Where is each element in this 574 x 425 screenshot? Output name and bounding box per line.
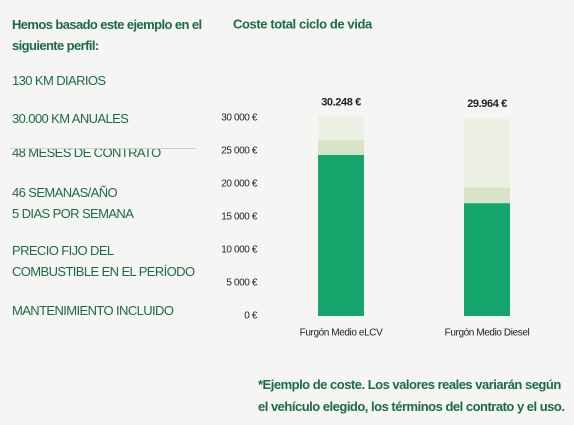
profile: Hemos basado este ejemplo en el siguient… [12, 14, 212, 321]
profile-item: PRECIO FIJO DEL COMBUSTIBLE EN EL PERÍOD… [12, 243, 195, 279]
x-tick-label: Furgón Medio Diesel [445, 328, 530, 339]
profile-title: Hemos basado este ejemplo en el siguient… [12, 17, 202, 53]
bar-segment [318, 116, 364, 140]
bar-segment [464, 203, 510, 316]
profile-item: 5 DIAS POR SEMANA [12, 206, 134, 221]
separator [10, 148, 196, 149]
y-tick-label: 30 000 € [221, 113, 258, 124]
x-tick-label: Furgón Medio eLCV [300, 328, 383, 339]
y-tick-label: 15 000 € [221, 212, 258, 223]
footnote: *Ejemplo de coste. Los valores reales va… [258, 377, 565, 414]
profile-item: MANTENIMIENTO INCLUIDO [12, 303, 174, 318]
y-tick-label: 20 000 € [221, 179, 258, 190]
y-tick-label: 5 000 € [226, 278, 257, 289]
bar-segment [318, 154, 364, 316]
chart-title: Coste total ciclo de vida [233, 16, 373, 31]
y-tick-label: 10 000 € [221, 245, 258, 256]
bar-segment [464, 187, 510, 204]
bar-segment [464, 118, 510, 188]
total-label: 29.964 € [467, 98, 507, 110]
y-tick-label: 0 € [244, 311, 258, 322]
profile-item: 130 KM DIARIOS [12, 73, 106, 88]
total-label: 30.248 € [321, 96, 361, 108]
profile-item: 46 SEMANAS/AÑO [12, 185, 118, 200]
bar-segment [318, 139, 364, 155]
profile-item: 30.000 KM ANUALES [12, 111, 129, 126]
y-tick-label: 25 000 € [221, 146, 258, 157]
